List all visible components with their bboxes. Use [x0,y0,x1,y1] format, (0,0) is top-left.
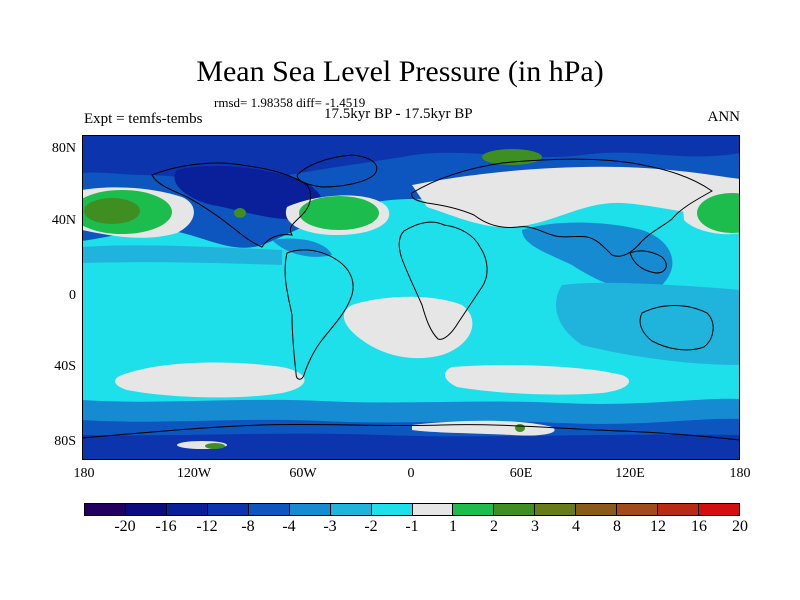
lat-label-0: 0 [69,288,76,303]
colorbar-label: 12 [650,518,666,535]
season-label: ANN [707,109,741,125]
pacific-high-core-west [84,198,140,224]
south-pacific-gray [115,362,305,398]
colorbar-label: -20 [114,518,136,535]
atlantic-high [299,196,379,230]
lon-label-120w: 120W [176,466,212,481]
antarctic-high-2 [205,443,225,449]
colorbar-label: -16 [155,518,177,535]
lon-label-60w: 60W [289,466,317,481]
colorbar-label: 1 [449,518,457,535]
arctic-high [482,149,542,165]
antarctic-high-1 [515,424,525,432]
lon-label-60e: 60E [509,466,533,481]
colorbar-box-1 [125,504,167,515]
map-title: Mean Sea Level Pressure (in hPa) [196,55,604,88]
colorbar-box-7 [371,504,413,515]
colorbar-label: 4 [572,518,580,535]
colorbar-box-9 [453,504,495,515]
greenland-coast [296,154,378,188]
lon-label-180e: 180 [729,466,751,481]
africa-coast [398,221,488,340]
indian-asia-blue [522,222,673,292]
lat-label-40n: 40N [51,213,76,228]
trop-atlantic-blue [272,238,332,257]
colorbar-label: 2 [490,518,498,535]
colorbar-box-5 [289,504,331,515]
eurasia-gray [412,166,740,228]
lat-label-80n: 80N [51,141,76,156]
lon-label-180w: 180 [73,466,95,481]
colorbar-box-2 [166,504,208,515]
map-panel [82,135,740,460]
maritime-continent-coast [629,250,667,274]
rockies-high [234,208,246,218]
colorbar-label: -12 [196,518,218,535]
colorbar-box-15 [699,504,739,515]
south-america-coast [284,249,354,380]
north-america-low [174,165,323,220]
colorbar-box-0 [85,504,126,515]
colorbar-label: 20 [732,518,748,535]
period-label: 17.5kyr BP - 17.5kyr BP [324,106,473,122]
south-indian-gray [445,365,630,395]
colorbar-label: -1 [405,518,419,535]
lat-label-80s: 80S [54,434,76,449]
north-america-coast [151,162,312,248]
colorbar-box-8 [412,504,454,515]
colorbar-box-11 [535,504,577,515]
colorbar-box-6 [330,504,372,515]
pressure-map [82,135,740,460]
trop-pacific-mid [82,245,282,265]
colorbar [84,503,740,516]
colorbar-label: -4 [282,518,296,535]
south-atlantic-gray [343,296,473,359]
experiment-label: Expt = temfs-tembs [84,111,203,127]
colorbar-label: 16 [691,518,707,535]
lon-label-0: 0 [407,466,415,481]
lon-label-120e: 120E [615,466,645,481]
eurasia-coast [411,158,713,257]
antarctica-coast [82,423,740,441]
indo-pacific-mid [556,282,740,365]
australia-coast [639,305,714,351]
colorbar-box-10 [494,504,536,515]
colorbar-label: -2 [364,518,378,535]
pacific-high-east [697,193,740,233]
lat-label-40s: 40S [54,359,76,374]
map-border [82,135,740,460]
antarctic-navy [82,433,740,460]
colorbar-label: -8 [241,518,255,535]
colorbar-box-13 [617,504,659,515]
colorbar-label: 3 [531,518,539,535]
colorbar-label: -3 [323,518,337,535]
colorbar-box-12 [576,504,618,515]
colorbar-box-14 [658,504,700,515]
coastlines [82,154,740,441]
colorbar-label: 8 [613,518,621,535]
colorbar-box-4 [248,504,290,515]
colorbar-box-3 [207,504,249,515]
stats-text: rmsd= 1.98358 diff= -1.4519 [214,95,366,110]
